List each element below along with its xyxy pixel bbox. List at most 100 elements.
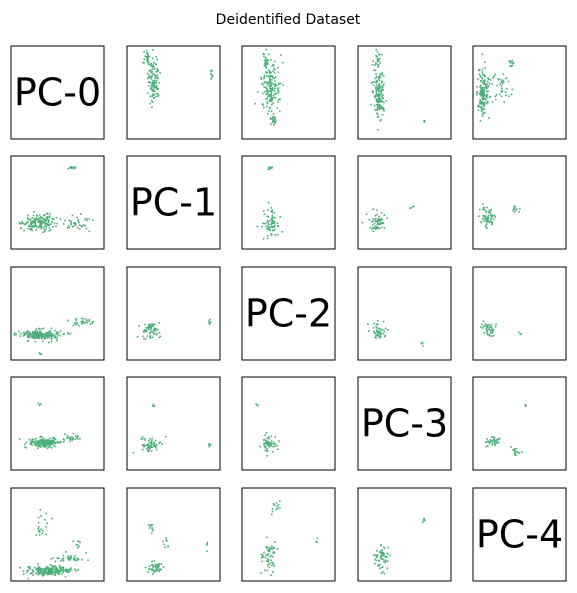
scatter-point bbox=[383, 554, 385, 556]
scatter-point bbox=[270, 96, 273, 98]
scatter-point bbox=[85, 552, 87, 554]
scatter-point bbox=[272, 562, 274, 564]
scatter-point bbox=[264, 65, 267, 67]
scatter-point bbox=[501, 89, 504, 92]
scatter-point bbox=[143, 445, 146, 447]
scatter-point bbox=[158, 563, 161, 565]
scatter-point bbox=[273, 212, 275, 214]
scatter-point bbox=[147, 443, 150, 445]
scatter-point bbox=[482, 215, 484, 217]
scatter-point bbox=[151, 446, 153, 448]
scatter-point bbox=[270, 100, 273, 103]
scatter-point bbox=[275, 84, 278, 87]
scatter-point bbox=[37, 443, 40, 445]
scatter-point bbox=[151, 573, 154, 575]
scatter-point bbox=[75, 317, 78, 320]
scatter-point bbox=[151, 68, 154, 71]
scatter-point bbox=[382, 546, 385, 549]
scatter-point bbox=[37, 220, 40, 222]
scatter-point bbox=[44, 438, 47, 441]
scatter-point bbox=[54, 335, 56, 337]
scatter-point bbox=[478, 73, 481, 76]
scatter-point bbox=[28, 224, 30, 227]
scatter-point bbox=[158, 565, 160, 567]
scatter-point bbox=[494, 73, 497, 76]
scatter-point bbox=[147, 571, 149, 573]
scatter-point bbox=[375, 92, 378, 95]
scatter-point bbox=[42, 570, 44, 573]
scatter-point bbox=[482, 208, 484, 211]
scatter-point bbox=[28, 218, 31, 220]
scatter-point bbox=[43, 219, 46, 222]
scatter-point bbox=[266, 82, 268, 84]
scatter-point bbox=[378, 84, 381, 86]
scatter-point bbox=[279, 110, 281, 113]
scatter-point bbox=[67, 570, 69, 572]
scatter-point bbox=[375, 63, 377, 65]
scatter-point bbox=[385, 100, 388, 102]
scatter-point bbox=[37, 516, 40, 519]
scatter-point bbox=[483, 215, 486, 218]
scatter-point bbox=[266, 220, 269, 222]
scatter-point bbox=[34, 331, 37, 333]
panel-frame-r1-c4 bbox=[472, 155, 567, 250]
scatter-point bbox=[37, 573, 39, 576]
scatter-point bbox=[81, 317, 83, 320]
scatter-point bbox=[48, 227, 51, 229]
scatter-point bbox=[152, 66, 154, 68]
scatter-point bbox=[270, 554, 272, 557]
scatter-point bbox=[491, 215, 494, 218]
scatter-point bbox=[380, 100, 382, 103]
scatter-point bbox=[268, 168, 271, 170]
scatter-point bbox=[376, 95, 378, 97]
scatter-point bbox=[146, 61, 149, 63]
scatter-point bbox=[519, 207, 521, 210]
scatter-point bbox=[271, 510, 274, 513]
scatter-point bbox=[147, 523, 150, 526]
scatter-point bbox=[68, 558, 71, 561]
scatter-point bbox=[374, 558, 377, 561]
scatter-point bbox=[150, 77, 153, 80]
scatter-point bbox=[35, 568, 38, 571]
scatter-point bbox=[37, 571, 39, 573]
scatter-point bbox=[57, 569, 59, 571]
scatter-point bbox=[375, 62, 377, 64]
scatter-point bbox=[486, 100, 489, 103]
scatter-point bbox=[271, 79, 273, 81]
scatter-point bbox=[46, 336, 49, 338]
scatter-point bbox=[39, 330, 41, 333]
scatter-point bbox=[382, 332, 385, 335]
scatter-point bbox=[267, 226, 269, 228]
scatter-point bbox=[263, 81, 265, 84]
scatter-point bbox=[83, 224, 85, 226]
scatter-point bbox=[33, 217, 36, 220]
scatter-point bbox=[28, 334, 30, 337]
scatter-point bbox=[70, 556, 72, 559]
scatter-point bbox=[149, 323, 151, 326]
scatter-point bbox=[384, 561, 387, 564]
scatter-point bbox=[376, 88, 379, 90]
scatter-point bbox=[480, 100, 483, 103]
scatter-point bbox=[491, 214, 494, 216]
scatter-point bbox=[375, 54, 377, 57]
scatter-point bbox=[68, 556, 70, 559]
scatter-point bbox=[62, 333, 65, 336]
scatter-point bbox=[45, 443, 48, 446]
scatter-point bbox=[265, 556, 267, 559]
scatter-point bbox=[376, 323, 379, 326]
scatter-point bbox=[494, 216, 496, 218]
scatter-point bbox=[155, 567, 157, 569]
scatter-panel-r3-c4 bbox=[485, 403, 527, 456]
scatter-point bbox=[266, 92, 269, 95]
scatter-point bbox=[260, 572, 262, 574]
panel-frame-r4-c2 bbox=[241, 487, 336, 582]
scatter-point bbox=[152, 529, 154, 532]
scatter-point bbox=[145, 330, 148, 333]
scatter-point bbox=[483, 75, 486, 78]
scatter-point bbox=[485, 221, 488, 223]
scatter-point bbox=[66, 571, 69, 574]
scatter-point bbox=[481, 97, 484, 100]
scatter-point bbox=[61, 557, 64, 560]
scatter-point bbox=[40, 442, 42, 445]
scatter-point bbox=[41, 532, 43, 535]
